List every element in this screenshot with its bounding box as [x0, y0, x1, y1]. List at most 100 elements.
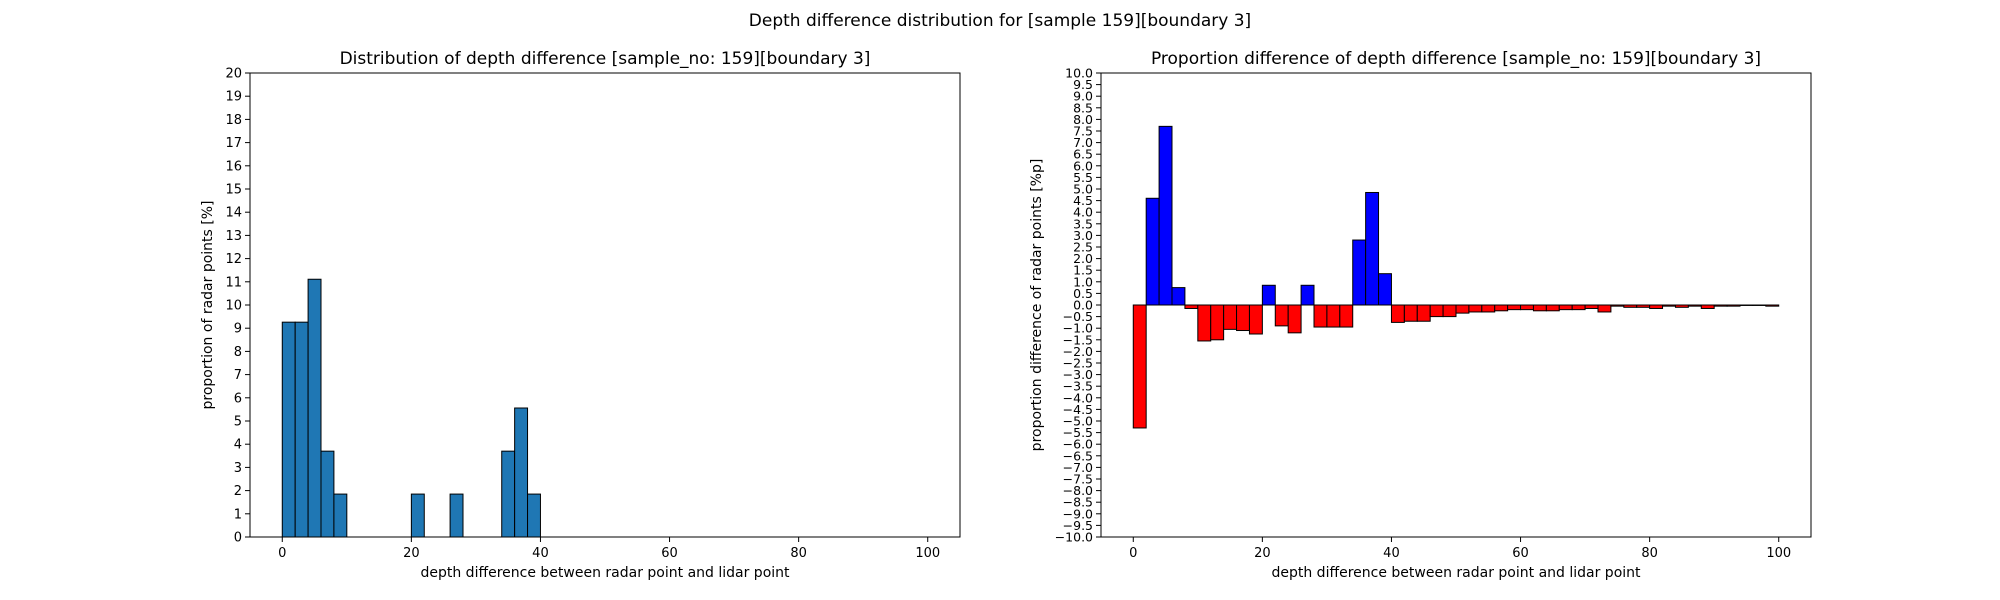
bar: [320, 450, 335, 538]
distribution-chart: Distribution of depth difference [sample…: [200, 49, 961, 581]
y-tick-label: −4.0: [1063, 390, 1093, 405]
bar: [1442, 304, 1457, 318]
y-tick-label: 6.5: [1073, 147, 1093, 162]
y-tick-label: −5.0: [1063, 414, 1093, 429]
y-tick-label: 11: [225, 275, 242, 290]
bar: [1468, 304, 1483, 313]
bar: [1623, 304, 1638, 308]
bar: [1313, 304, 1328, 328]
x-tick-label: 40: [1383, 546, 1400, 561]
bar: [449, 493, 464, 538]
x-tick-label: 0: [1129, 546, 1137, 561]
y-tick-label: 9: [234, 322, 242, 337]
y-tick-label: 9.5: [1073, 77, 1093, 92]
bar: [1584, 304, 1599, 309]
bar: [1300, 284, 1315, 306]
y-tick-label: −5.5: [1063, 425, 1093, 440]
y-tick-label: 9.0: [1073, 89, 1093, 104]
bar-group: [281, 278, 541, 538]
bar: [410, 493, 425, 538]
y-tick-label: 10.0: [1065, 66, 1093, 81]
y-tick-label: 6.0: [1073, 158, 1093, 173]
bar: [1339, 304, 1354, 328]
y-tick-label: 0.5: [1073, 286, 1093, 301]
proportion-difference-chart: Proportion difference of depth differenc…: [1029, 49, 1812, 581]
bar: [1378, 273, 1392, 306]
bar: [1765, 304, 1780, 307]
bar: [1713, 304, 1728, 307]
y-tick-label: −8.0: [1063, 483, 1093, 498]
y-tick-label: 7.5: [1073, 124, 1093, 139]
y-tick-label: 5.5: [1073, 170, 1093, 185]
bar: [1571, 304, 1586, 311]
bar: [1352, 239, 1367, 306]
bar: [1455, 304, 1470, 314]
x-axis-label: depth difference between radar point and…: [1271, 565, 1641, 581]
y-tick-label: −6.5: [1063, 448, 1093, 463]
bar: [307, 278, 322, 538]
y-tick-label: 1: [234, 507, 242, 522]
plot-frame: [1100, 72, 1812, 538]
y-axis-label: proportion of radar points [%]: [200, 200, 216, 409]
x-axis-label: depth difference between radar point and…: [420, 565, 790, 581]
y-tick-label: 10: [225, 299, 242, 314]
y-tick-label: 14: [225, 206, 242, 221]
bar: [333, 493, 348, 538]
y-tick-label: 19: [225, 90, 242, 105]
bar: [1481, 304, 1496, 313]
y-tick-label: 2.0: [1073, 251, 1093, 266]
bar: [1429, 304, 1444, 318]
y-tick-label: 7: [234, 368, 242, 383]
bar: [1700, 304, 1715, 309]
y-tick-label: 17: [225, 136, 242, 151]
y-tick-label: 16: [225, 159, 242, 174]
y-tick-label: 3: [234, 461, 242, 476]
figure-suptitle: Depth difference distribution for [sampl…: [749, 11, 1251, 31]
y-tick-label: −7.5: [1063, 472, 1093, 487]
y-tick-label: 1.5: [1073, 263, 1093, 278]
y-tick-label: −4.5: [1063, 402, 1093, 417]
bar: [1158, 125, 1173, 306]
bar: [281, 321, 296, 538]
bar: [1287, 304, 1302, 334]
bar: [1726, 304, 1741, 307]
y-axis-label: proportion difference of radar points [%…: [1029, 159, 1045, 452]
x-tick-label: 20: [403, 546, 420, 561]
bar: [1274, 304, 1289, 327]
bar-group: [1132, 125, 1780, 429]
bar: [514, 407, 529, 538]
y-tick-label: −1.0: [1063, 321, 1093, 336]
x-tick-label: 80: [790, 546, 807, 561]
x-tick-label: 100: [915, 546, 940, 561]
plot-frame: [249, 72, 961, 538]
bar: [1649, 304, 1664, 309]
bar: [1390, 304, 1405, 323]
x-axis-ticks: 0 20 40 60 80 100: [1129, 537, 1791, 561]
bar: [294, 321, 309, 538]
y-tick-label: −10.0: [1055, 530, 1093, 545]
y-tick-label: 12: [225, 252, 242, 267]
x-tick-label: 40: [532, 546, 549, 561]
x-tick-label: 60: [1512, 546, 1529, 561]
y-tick-label: −3.5: [1063, 379, 1093, 394]
bar: [1403, 304, 1418, 322]
bar: [1597, 304, 1612, 313]
bar: [1171, 287, 1186, 306]
chart-title: Proportion difference of depth differenc…: [1151, 49, 1761, 69]
x-tick-label: 100: [1766, 546, 1791, 561]
y-tick-label: 2.5: [1073, 240, 1093, 255]
y-tick-label: −7.0: [1063, 460, 1093, 475]
bar: [1197, 304, 1212, 342]
bar: [1610, 304, 1625, 307]
y-axis-ticks: 10.09.59.08.58.07.57.06.56.05.55.04.54.0…: [1055, 66, 1101, 545]
bar: [1416, 304, 1431, 322]
y-tick-label: −9.0: [1063, 506, 1093, 521]
y-tick-label: 13: [225, 229, 242, 244]
y-tick-label: 5.0: [1073, 182, 1093, 197]
bar: [1184, 304, 1199, 309]
y-tick-label: −0.5: [1063, 309, 1093, 324]
y-tick-label: 7.0: [1073, 135, 1093, 150]
bar: [1145, 197, 1160, 306]
